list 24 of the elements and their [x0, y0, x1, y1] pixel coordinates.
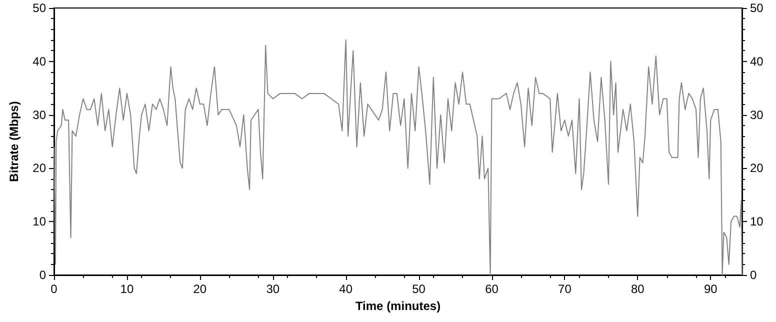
y2-tick-label: 30	[750, 108, 764, 122]
x-tick-label: 50	[412, 282, 426, 296]
x-tick-label: 40	[339, 282, 353, 296]
x-axis-title: Time (minutes)	[355, 298, 441, 313]
y2-tick-label: 0	[750, 268, 757, 282]
x-tick-label: 90	[704, 282, 718, 296]
x-tick-label: 70	[558, 282, 572, 296]
y-tick-label: 0	[39, 268, 46, 282]
x-tick-label: 60	[485, 282, 499, 296]
x-tick-label: 10	[120, 282, 134, 296]
x-tick-label: 80	[630, 282, 645, 296]
x-tick-label: 20	[193, 282, 207, 296]
y2-tick-label: 20	[750, 161, 764, 176]
y2-tick-label: 50	[750, 1, 764, 15]
y-axis-title: Bitrate (Mbps)	[7, 101, 21, 182]
y-tick-label: 10	[32, 214, 46, 229]
y2-tick-label: 40	[750, 54, 764, 68]
y-tick-label: 50	[32, 1, 46, 15]
y2-tick-label: 10	[750, 214, 764, 229]
x-tick-label: 0	[50, 282, 58, 296]
x-tick-label: 30	[266, 282, 280, 296]
y-tick-label: 30	[32, 108, 46, 122]
y-tick-label: 40	[32, 54, 46, 68]
y-tick-label: 20	[32, 161, 46, 176]
